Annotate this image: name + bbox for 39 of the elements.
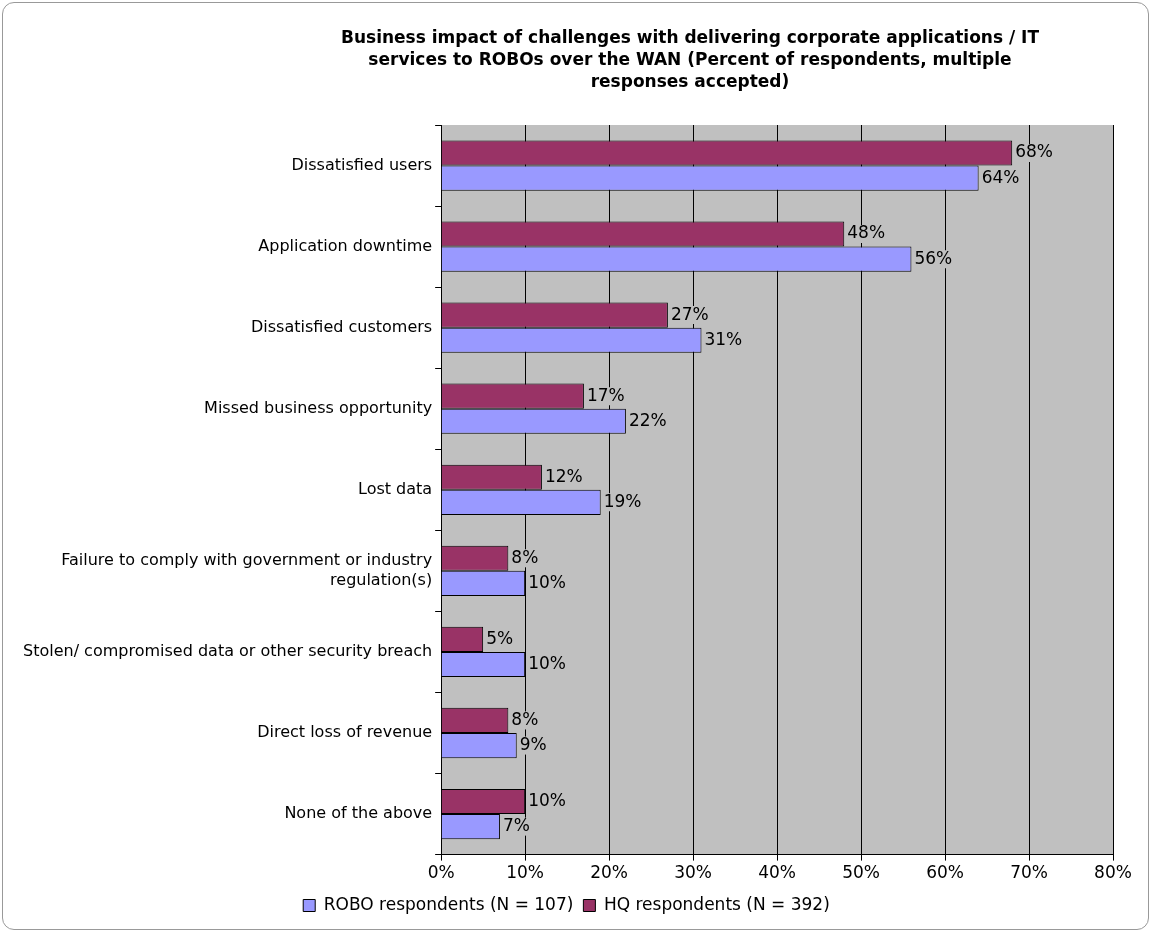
data-label: 10% [528, 571, 566, 592]
x-tick-label: 80% [1094, 862, 1132, 883]
x-tick-label: 60% [926, 862, 964, 883]
data-label: 31% [704, 328, 743, 349]
y-tick-label: Application downtime [258, 235, 433, 255]
data-label: 10% [528, 652, 566, 673]
y-tick-label: Stolen/ compromised data or other security breach [22, 641, 433, 661]
legend-label: HQ respondents (N = 392) [603, 893, 830, 914]
y-tick-label: Lost data [357, 478, 433, 498]
x-tick-label: 0% [427, 862, 455, 883]
data-label: 8% [511, 708, 539, 729]
legend-label: ROBO respondents (N = 107) [323, 893, 574, 914]
data-label: 64% [981, 166, 1020, 187]
data-label: 19% [603, 490, 642, 511]
x-tick-label: 30% [674, 862, 712, 883]
data-label: 12% [544, 465, 583, 486]
data-label: 7% [502, 815, 530, 836]
x-tick-label: 20% [590, 862, 629, 883]
data-label: 9% [519, 733, 547, 754]
data-label: 8% [511, 546, 539, 567]
y-tick-label: None of the above [284, 803, 433, 823]
data-label: 22% [628, 409, 667, 430]
y-tick-label: Missed business opportunity [204, 397, 433, 417]
y-tick-label: Direct loss of revenue [257, 722, 433, 742]
x-tick-label: 10% [506, 862, 545, 883]
y-tick-label: Failure to comply with government or industry regulation(s) [61, 550, 433, 589]
data-label: 48% [847, 222, 886, 243]
data-label: 10% [528, 789, 566, 810]
data-label: 68% [1015, 141, 1054, 162]
data-label: 27% [670, 303, 709, 324]
data-label: 5% [486, 627, 514, 648]
data-label: 56% [914, 247, 953, 268]
x-tick-label: 70% [1010, 862, 1048, 883]
y-tick-label: Dissatisfied customers [251, 316, 433, 336]
x-tick-label: 40% [758, 862, 796, 883]
y-tick-label: Dissatisfied users [291, 154, 433, 174]
chart-title: Business impact of challenges with delivering corporate applications / IT services to ROBOs over the WAN (Percent of respondents, multiple responses accepted) [339, 26, 1041, 92]
x-tick-label: 50% [842, 862, 880, 883]
data-label: 17% [586, 384, 625, 405]
